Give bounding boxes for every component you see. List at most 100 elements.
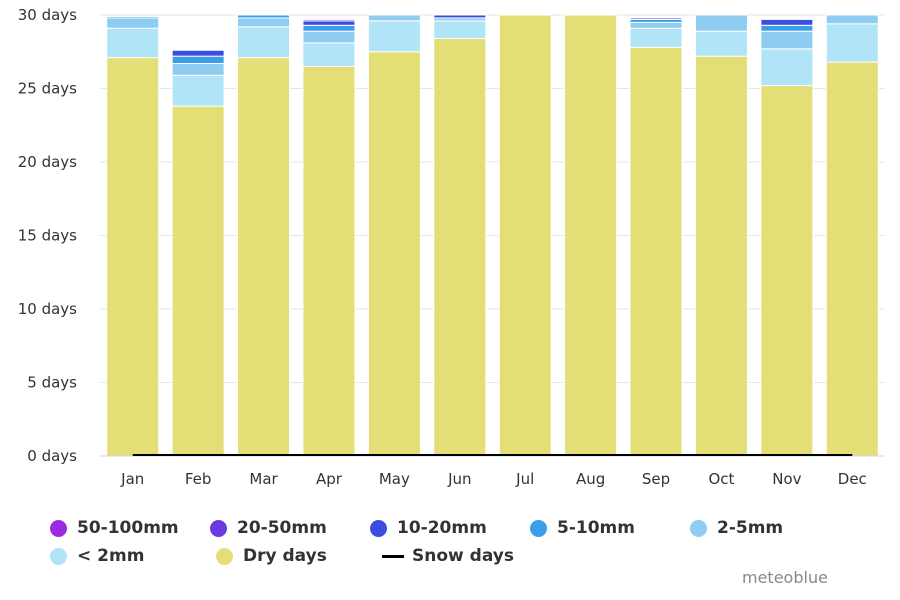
bar-segment xyxy=(498,14,552,457)
legend-row-1: 50-100mm 20-50mm 10-20mm 5-10mm 2-5mm xyxy=(50,514,850,542)
circle-swatch-icon xyxy=(216,547,233,565)
bar-stack-feb xyxy=(171,49,225,457)
y-tick-label: 15 days xyxy=(18,227,77,245)
legend-label: 50-100mm xyxy=(77,518,179,538)
bar-segment xyxy=(171,74,225,107)
x-tick-label: Apr xyxy=(316,470,343,488)
line-swatch-icon xyxy=(382,554,404,558)
bar-segment xyxy=(367,51,421,457)
legend-label: Snow days xyxy=(412,546,514,566)
legend-item[interactable]: 50-100mm xyxy=(50,518,210,538)
circle-swatch-icon xyxy=(690,519,707,537)
bar-stack-nov xyxy=(760,18,814,457)
bar-segment xyxy=(564,14,618,457)
y-tick-label: 30 days xyxy=(18,6,77,24)
x-tick-label: Jun xyxy=(447,470,471,488)
legend-item[interactable]: 20-50mm xyxy=(210,518,370,538)
bar-segment xyxy=(760,24,814,32)
legend-label: 5-10mm xyxy=(557,518,635,538)
x-tick-label: Jul xyxy=(515,470,534,488)
circle-swatch-icon xyxy=(50,547,67,565)
bar-segment xyxy=(433,38,487,457)
legend-label: 2-5mm xyxy=(717,518,784,538)
legend-item[interactable]: 2-5mm xyxy=(690,518,850,538)
circle-swatch-icon xyxy=(530,519,547,537)
legend-item[interactable]: Snow days xyxy=(382,546,548,566)
bars xyxy=(106,14,879,457)
bar-segment xyxy=(106,57,160,457)
bar-segment xyxy=(171,49,225,57)
bar-segment xyxy=(825,14,879,25)
legend-label: 10-20mm xyxy=(397,518,487,538)
y-tick-label: 25 days xyxy=(18,80,77,98)
bar-segment xyxy=(302,65,356,457)
legend-label: 20-50mm xyxy=(237,518,327,538)
bar-segment xyxy=(694,30,748,57)
bar-segment xyxy=(629,46,683,457)
y-tick-label: 20 days xyxy=(18,153,77,171)
bar-stack-jul xyxy=(498,14,552,457)
bar-segment xyxy=(302,30,356,44)
circle-swatch-icon xyxy=(370,519,387,537)
y-tick-label: 5 days xyxy=(27,374,77,392)
bar-segment xyxy=(237,14,291,19)
legend: 50-100mm 20-50mm 10-20mm 5-10mm 2-5mm < 2mm D… xyxy=(50,514,850,570)
bar-segment xyxy=(760,48,814,87)
bar-segment xyxy=(302,24,356,32)
x-tick-label: Feb xyxy=(185,470,212,488)
bar-segment xyxy=(302,20,356,26)
bar-segment xyxy=(629,21,683,29)
bar-segment xyxy=(760,85,814,457)
x-tick-label: Mar xyxy=(249,470,278,488)
grid-lines xyxy=(100,14,885,383)
x-tick-label: Dec xyxy=(838,470,867,488)
y-tick-label: 0 days xyxy=(27,447,77,465)
bar-segment xyxy=(433,14,487,19)
bar-segment xyxy=(825,61,879,457)
bar-segment xyxy=(760,30,814,50)
legend-item[interactable]: < 2mm xyxy=(50,546,216,566)
x-tick-label: Sep xyxy=(642,470,670,488)
bar-stack-oct xyxy=(694,14,748,457)
bar-segment xyxy=(629,17,683,20)
bar-segment xyxy=(237,57,291,457)
bar-segment xyxy=(760,18,814,26)
bar-segment xyxy=(629,27,683,48)
bar-segment xyxy=(433,20,487,40)
x-tick-label: Jan xyxy=(120,470,144,488)
x-tick-label: Nov xyxy=(772,470,801,488)
circle-swatch-icon xyxy=(210,519,227,537)
legend-row-2: < 2mm Dry days Snow days xyxy=(50,542,850,570)
bar-segment xyxy=(237,26,291,59)
bar-segment xyxy=(171,105,225,457)
bar-stack-sep xyxy=(629,17,683,457)
bar-segment xyxy=(106,15,160,19)
bar-segment xyxy=(367,14,421,22)
legend-label: Dry days xyxy=(243,546,327,566)
bar-stack-jun xyxy=(433,14,487,457)
bar-segment xyxy=(171,55,225,65)
bar-segment xyxy=(237,17,291,28)
precipitation-days-chart: 0 days 5 days 10 days 15 days 20 days 25 days… xyxy=(18,6,885,488)
credit-text: meteoblue xyxy=(742,568,828,587)
bar-segment xyxy=(302,18,356,22)
bar-segment xyxy=(302,42,356,67)
bar-stack-may xyxy=(367,14,421,457)
bar-segment xyxy=(171,63,225,76)
bar-stack-dec xyxy=(825,14,879,457)
bar-stack-apr xyxy=(302,18,356,457)
bar-segment xyxy=(106,17,160,29)
bar-segment xyxy=(694,55,748,457)
legend-item[interactable]: Dry days xyxy=(216,546,382,566)
x-tick-label: Aug xyxy=(576,470,605,488)
bar-stack-aug xyxy=(564,14,618,457)
legend-item[interactable]: 5-10mm xyxy=(530,518,690,538)
bar-segment xyxy=(367,20,421,53)
y-axis: 0 days 5 days 10 days 15 days 20 days 25 days… xyxy=(18,6,77,465)
bar-stack-jan xyxy=(106,15,160,457)
y-tick-label: 10 days xyxy=(18,300,77,318)
legend-item[interactable]: 10-20mm xyxy=(370,518,530,538)
bar-segment xyxy=(825,23,879,63)
bar-segment xyxy=(694,14,748,32)
circle-swatch-icon xyxy=(50,519,67,537)
